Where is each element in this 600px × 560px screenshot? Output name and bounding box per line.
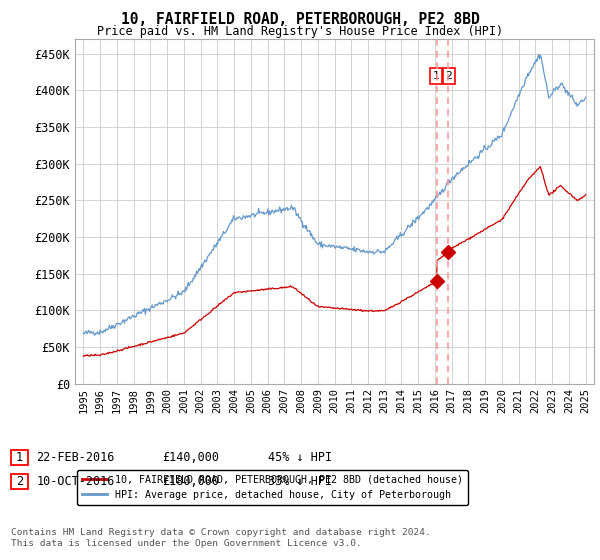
Text: Contains HM Land Registry data © Crown copyright and database right 2024.
This d: Contains HM Land Registry data © Crown c… (11, 528, 431, 548)
Text: 1: 1 (433, 71, 440, 81)
Legend: 10, FAIRFIELD ROAD, PETERBOROUGH, PE2 8BD (detached house), HPI: Average price, : 10, FAIRFIELD ROAD, PETERBOROUGH, PE2 8B… (77, 469, 469, 505)
Text: 10, FAIRFIELD ROAD, PETERBOROUGH, PE2 8BD: 10, FAIRFIELD ROAD, PETERBOROUGH, PE2 8B… (121, 12, 479, 27)
Text: 45% ↓ HPI: 45% ↓ HPI (268, 451, 332, 464)
Text: 33% ↓ HPI: 33% ↓ HPI (268, 475, 332, 488)
Text: 10-OCT-2016: 10-OCT-2016 (37, 475, 115, 488)
Text: £180,000: £180,000 (163, 475, 220, 488)
Text: 1: 1 (16, 451, 23, 464)
Text: £140,000: £140,000 (163, 451, 220, 464)
Text: Price paid vs. HM Land Registry's House Price Index (HPI): Price paid vs. HM Land Registry's House … (97, 25, 503, 38)
Text: 22-FEB-2016: 22-FEB-2016 (37, 451, 115, 464)
Text: 2: 2 (445, 71, 452, 81)
Text: 2: 2 (16, 475, 23, 488)
